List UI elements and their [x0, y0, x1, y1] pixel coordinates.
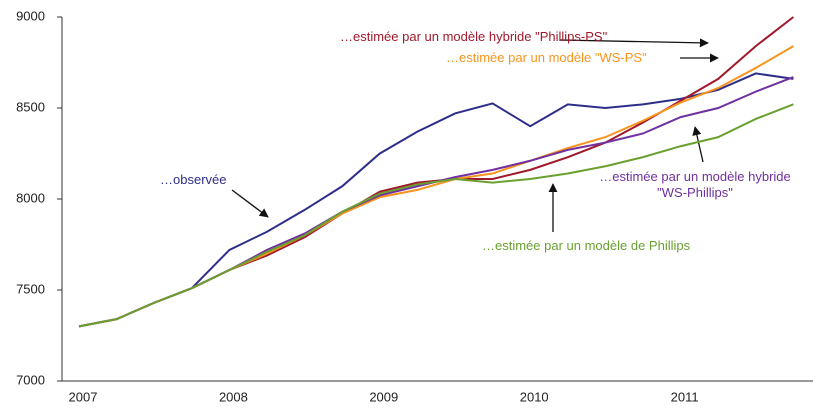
y-tick-label: 8000: [16, 190, 45, 205]
series-label: …estimée par un modèle hybride "Phillips…: [340, 29, 608, 44]
series-line: [78, 103, 794, 328]
x-tick-label: 2008: [219, 389, 248, 404]
series-label: …estimée par un modèle "WS-PS": [446, 50, 647, 65]
annotation-arrows: [231, 38, 719, 232]
arrow: [231, 189, 269, 218]
series-label: …observée: [160, 172, 227, 187]
y-tick-label: 7500: [16, 281, 45, 296]
series-line: [78, 72, 794, 328]
arrow: [559, 38, 709, 48]
series-label: …estimée par un modèle de Phillips: [482, 238, 691, 253]
y-tick-label: 8500: [16, 99, 45, 114]
x-tick-label: 2011: [671, 389, 699, 404]
y-tick-label: 7000: [16, 372, 45, 387]
x-tick-label: 2009: [369, 389, 398, 404]
y-tick-label: 9000: [16, 8, 45, 23]
series-label: …estimée par un modèle hybride "WS-Phill…: [599, 169, 791, 200]
arrow: [692, 126, 704, 163]
x-tick-label: 2010: [520, 389, 549, 404]
x-tick-label: 2007: [69, 389, 98, 404]
series-line: [78, 76, 794, 328]
